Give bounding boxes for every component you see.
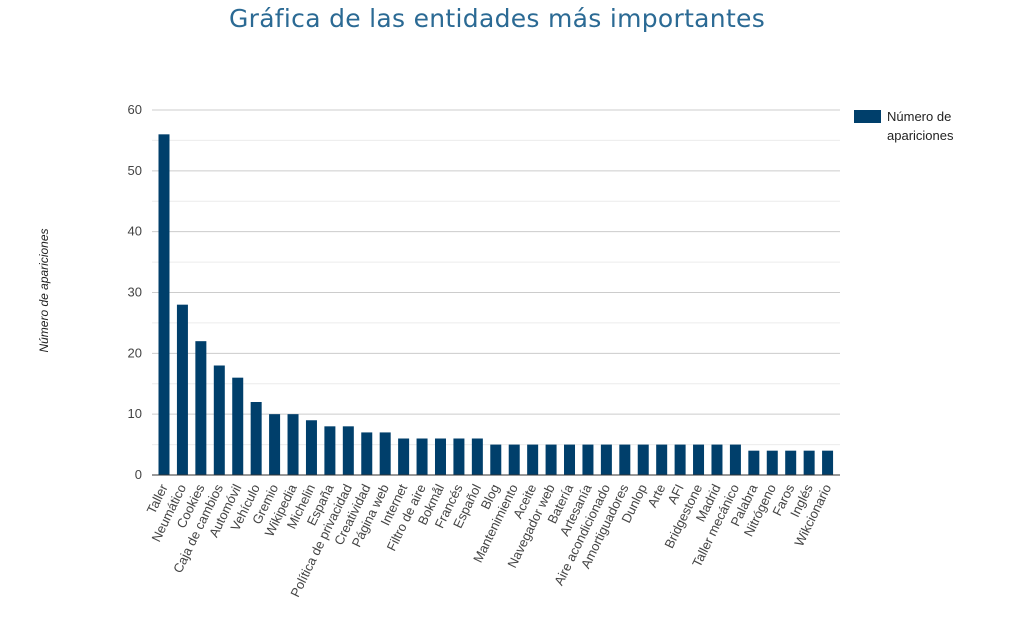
bar [656, 444, 668, 475]
legend: Número de apariciones [854, 109, 954, 143]
y-tick-label: 20 [128, 345, 142, 360]
bars [158, 134, 834, 475]
chart-title: Gráfica de las entidades más importantes [228, 4, 766, 33]
grid-lines [152, 109, 840, 446]
bar [545, 444, 557, 475]
bar [342, 426, 354, 475]
bar [527, 444, 539, 475]
bar [471, 438, 483, 475]
bar [232, 377, 244, 475]
y-tick-label: 10 [128, 406, 142, 421]
bar [674, 444, 686, 475]
bar [600, 444, 612, 475]
bar [416, 438, 428, 475]
bar [711, 444, 723, 475]
bar [213, 365, 225, 475]
bar [508, 444, 520, 475]
y-tick-label: 60 [128, 102, 142, 117]
bar [379, 432, 391, 475]
bar [822, 450, 834, 475]
bar [434, 438, 446, 475]
bar [803, 450, 815, 475]
bar [564, 444, 576, 475]
bar [176, 304, 188, 475]
bar [361, 432, 373, 475]
bar [490, 444, 502, 475]
bar [195, 341, 207, 475]
bar [158, 134, 170, 475]
legend-label-line1: Número de [887, 109, 951, 124]
y-tick-label: 30 [128, 285, 142, 300]
y-tick-label: 40 [128, 224, 142, 239]
bar [250, 402, 262, 475]
bar [582, 444, 594, 475]
bar [766, 450, 778, 475]
bar [748, 450, 760, 475]
bar [637, 444, 649, 475]
y-tick-label: 0 [135, 467, 142, 482]
bar [269, 414, 281, 475]
legend-label-line2: apariciones [887, 128, 954, 143]
bar [324, 426, 336, 475]
y-axis-label: Número de apariciones [37, 228, 51, 352]
y-axis-ticks: 0 10 20 30 40 50 60 [128, 102, 142, 482]
bar [785, 450, 797, 475]
x-tick-label: Arte [644, 482, 668, 510]
y-tick-label: 50 [128, 163, 142, 178]
bar [693, 444, 705, 475]
bar [398, 438, 410, 475]
bar [453, 438, 465, 475]
legend-swatch [854, 110, 881, 123]
bar [287, 414, 299, 475]
bar [729, 444, 741, 475]
bar [619, 444, 631, 475]
bar [305, 420, 317, 475]
